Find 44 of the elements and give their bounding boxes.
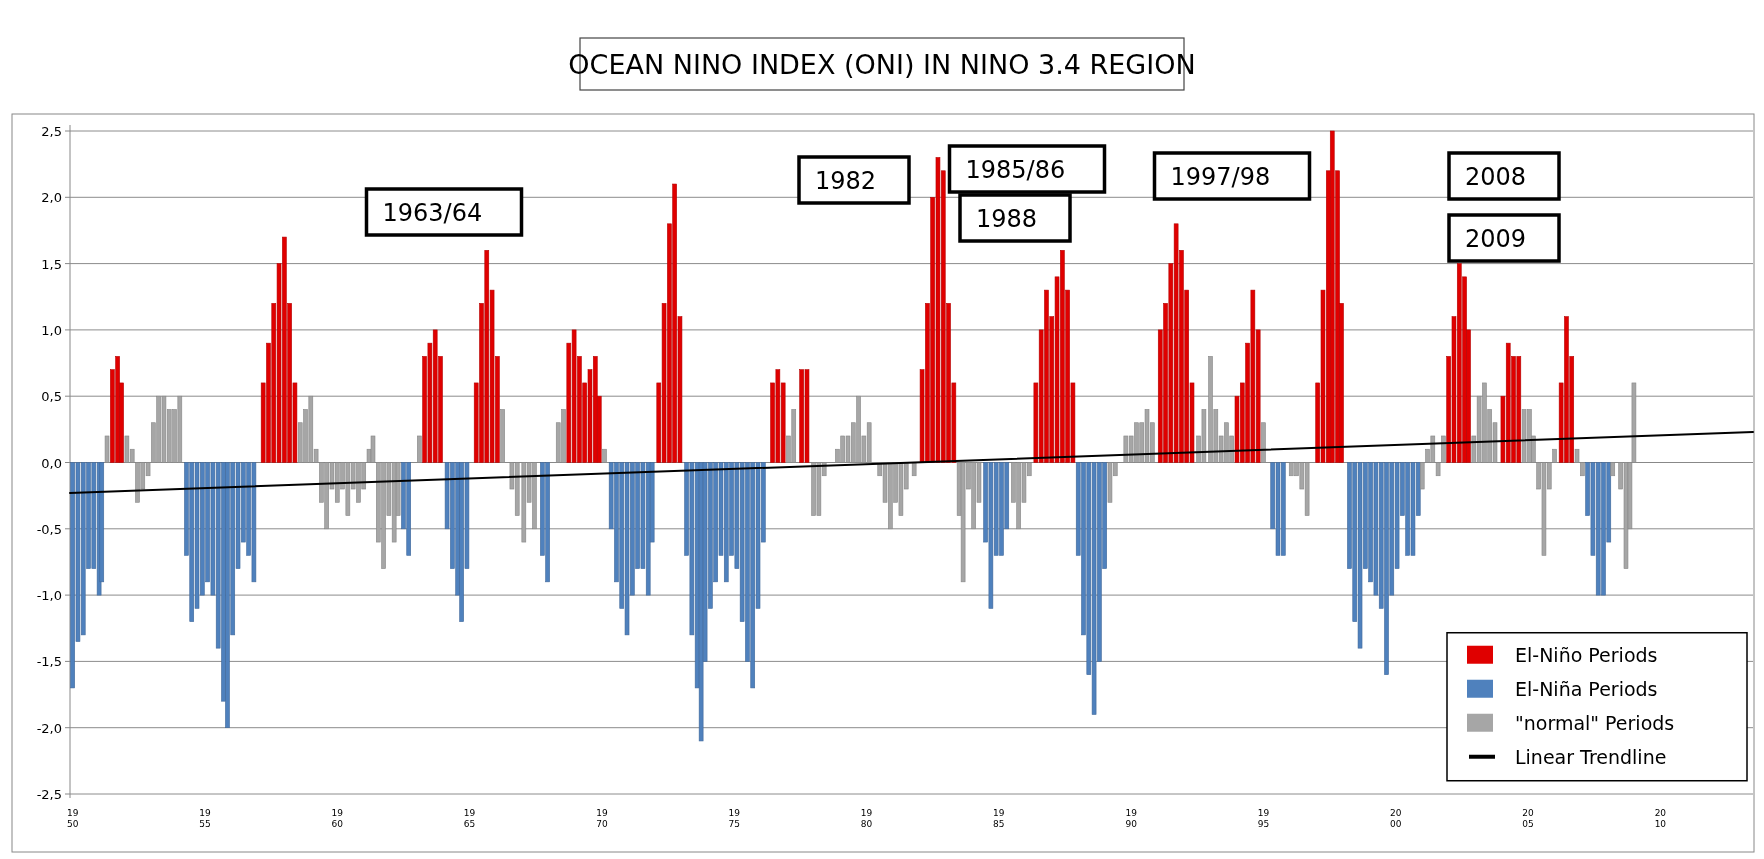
y-tick-label: -1,0 [36, 588, 62, 604]
bar [602, 448, 607, 463]
bar [500, 409, 505, 463]
legend-label: El-Niña Periods [1515, 677, 1658, 700]
annotation: 1963/64 [382, 199, 483, 227]
annotation: 1982 [815, 167, 877, 195]
y-tick-label: 2,0 [41, 190, 62, 206]
y-tick-label: 2,5 [41, 124, 62, 139]
x-tick-label: 19 80 [860, 808, 873, 829]
x-tick-label: 19 60 [331, 808, 344, 829]
bar [1610, 462, 1616, 477]
x-tick-label: 19 55 [199, 808, 211, 829]
chart-title: OCEAN NINO INDEX (ONI) IN NINO 3.4 REGION [568, 49, 1196, 80]
y-tick-label: 1,5 [41, 256, 62, 272]
x-tick-label: 19 90 [1125, 808, 1138, 829]
bar [104, 435, 110, 463]
y-tick-label: -1,5 [36, 654, 62, 670]
bar [417, 435, 422, 463]
annotation: 2008 [1465, 163, 1527, 191]
x-tick-label: 20 05 [1522, 808, 1535, 829]
x-tick-label: 20 00 [1390, 808, 1402, 829]
y-tick-label: 1,0 [41, 322, 62, 338]
y-tick-label: 0,5 [41, 389, 62, 405]
y-tick-label: -0,5 [36, 521, 62, 537]
annotation: 1985/86 [965, 156, 1066, 184]
legend-label: "normal" Periods [1515, 711, 1675, 734]
x-tick-label: 19 65 [463, 808, 476, 829]
bar [911, 462, 917, 477]
y-tick-label: -2,5 [36, 787, 62, 802]
bar [698, 462, 704, 742]
annotation: 1997/98 [1170, 163, 1271, 191]
annotation: 2009 [1465, 225, 1527, 253]
x-tick-label: 19 50 [66, 808, 79, 829]
x-tick-label: 19 70 [596, 808, 608, 829]
legend-label: El-Niño Periods [1515, 643, 1658, 666]
x-tick-label: 19 95 [1257, 808, 1270, 829]
x-tick-label: 19 75 [728, 808, 741, 829]
bar [1261, 422, 1266, 463]
annotation: 1988 [976, 205, 1038, 233]
x-tick-label: 19 85 [993, 808, 1005, 829]
x-tick-label: 20 10 [1654, 808, 1667, 829]
y-tick-label: -2,0 [36, 720, 62, 736]
y-tick-label: 0,0 [41, 455, 62, 471]
legend-label: Linear Trendline [1515, 745, 1667, 768]
